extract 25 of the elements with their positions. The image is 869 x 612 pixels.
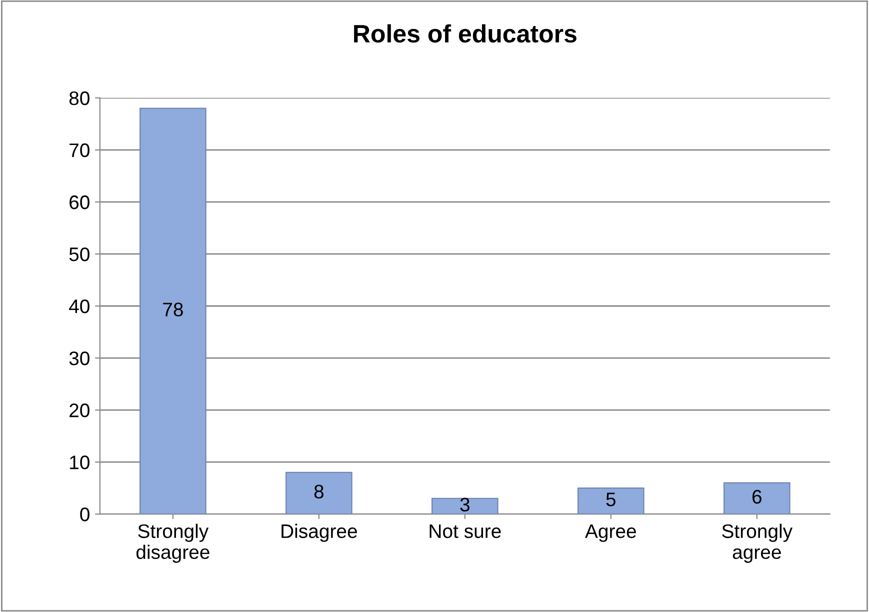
x-tick-label: Not sure [430, 524, 501, 538]
x-tick-label: Agree [585, 524, 636, 542]
y-tick-label: 70 [70, 143, 90, 158]
data-label: 3 [460, 498, 470, 512]
data-label: 6 [752, 490, 762, 504]
bar [432, 498, 498, 514]
y-tick-label: 50 [69, 247, 90, 262]
x-tick-label: Disagree [282, 524, 357, 542]
y-tick-label: 80 [69, 91, 90, 106]
y-tick-label: 40 [69, 299, 90, 314]
data-label: 5 [606, 492, 616, 506]
y-tick-label: 10 [70, 456, 90, 470]
y-tick-label: 60 [70, 195, 90, 210]
bar [723, 482, 790, 514]
bar [140, 108, 206, 514]
x-tick-label: Strongly agree [722, 524, 793, 563]
y-tick-label: 30 [69, 351, 90, 366]
data-label: 78 [163, 302, 183, 316]
y-tick-label: 20 [70, 404, 90, 418]
bar [578, 488, 644, 514]
data-label: 8 [314, 484, 324, 498]
y-tick-label: 0 [80, 508, 90, 522]
bar [286, 472, 352, 514]
x-tick-label: Strongly disagree [136, 524, 210, 563]
chart-title: Roles of educators [354, 24, 576, 43]
